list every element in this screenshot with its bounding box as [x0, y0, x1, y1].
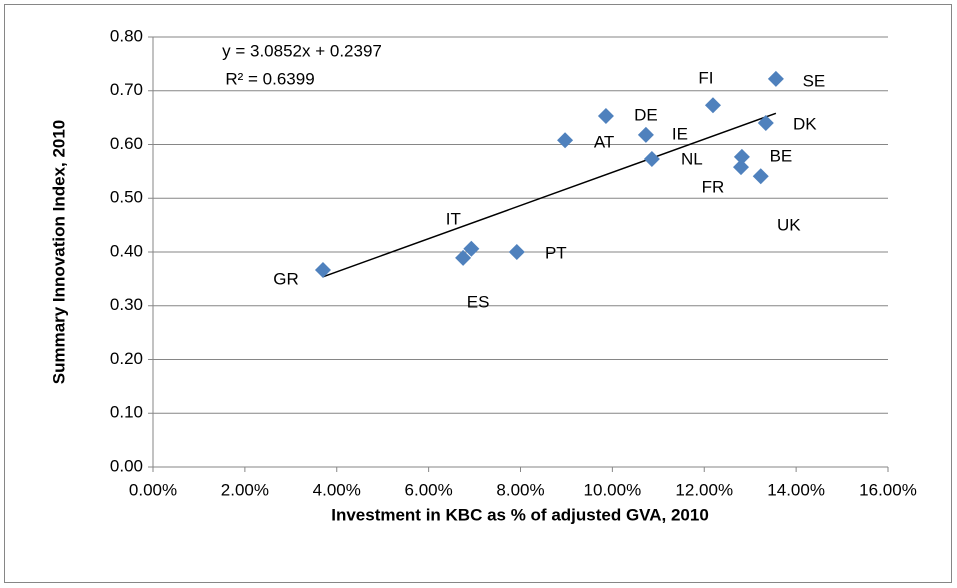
x-tick-label: 8.00% — [496, 480, 544, 499]
y-tick-label: 0.20 — [110, 349, 143, 368]
point-label: DE — [634, 105, 658, 124]
x-tick-label: 16.00% — [859, 480, 917, 499]
trendline-equation: y = 3.0852x + 0.2397 — [222, 41, 382, 60]
scatter-point — [643, 151, 660, 168]
trendline — [322, 112, 777, 278]
scatter-point — [767, 70, 784, 87]
y-tick-label: 0.80 — [110, 26, 143, 45]
scatter-point — [637, 126, 654, 143]
scatter-point — [508, 244, 525, 260]
point-label: PT — [545, 243, 567, 262]
y-tick-label: 0.10 — [110, 403, 143, 422]
point-label: BE — [770, 146, 793, 165]
point-label: FR — [702, 178, 725, 197]
point-label: FI — [698, 69, 713, 88]
scatter-point — [704, 97, 721, 114]
y-axis-title: Summary Innovation Index, 2010 — [49, 120, 68, 385]
scatter-point — [597, 108, 614, 125]
y-tick-label: 0.50 — [110, 188, 143, 207]
point-label: IT — [446, 209, 461, 228]
x-tick-label: 0.00% — [129, 480, 177, 499]
scatter-point — [314, 262, 331, 279]
y-tick-label: 0.60 — [110, 134, 143, 153]
point-label: DK — [793, 114, 817, 133]
point-label: UK — [777, 216, 801, 235]
chart-frame — [4, 4, 952, 583]
scatter-point — [557, 132, 574, 149]
x-tick-label: 4.00% — [313, 480, 361, 499]
point-label: GR — [273, 269, 299, 288]
point-label: AT — [594, 133, 614, 152]
x-tick-label: 2.00% — [221, 480, 269, 499]
point-label: IE — [672, 124, 688, 143]
scatter-point — [463, 240, 480, 257]
y-tick-label: 0.40 — [110, 241, 143, 260]
scatter-point — [733, 148, 750, 165]
scatter-point — [757, 115, 774, 131]
trendline-r2: R² = 0.6399 — [225, 69, 314, 88]
y-tick-label: 0.70 — [110, 80, 143, 99]
x-tick-label: 12.00% — [675, 480, 733, 499]
scatter-point — [752, 168, 769, 185]
x-axis-title: Investment in KBC as % of adjusted GVA, … — [331, 505, 709, 524]
point-label: ES — [467, 292, 490, 311]
point-label: NL — [681, 149, 703, 168]
point-label: SE — [803, 71, 826, 90]
y-tick-label: 0.00 — [110, 456, 143, 475]
x-tick-label: 10.00% — [584, 480, 642, 499]
scatter-point — [733, 159, 749, 176]
x-tick-label: 14.00% — [767, 480, 825, 499]
x-tick-label: 6.00% — [405, 480, 453, 499]
y-tick-label: 0.30 — [110, 295, 143, 314]
scatter-point — [455, 249, 472, 266]
